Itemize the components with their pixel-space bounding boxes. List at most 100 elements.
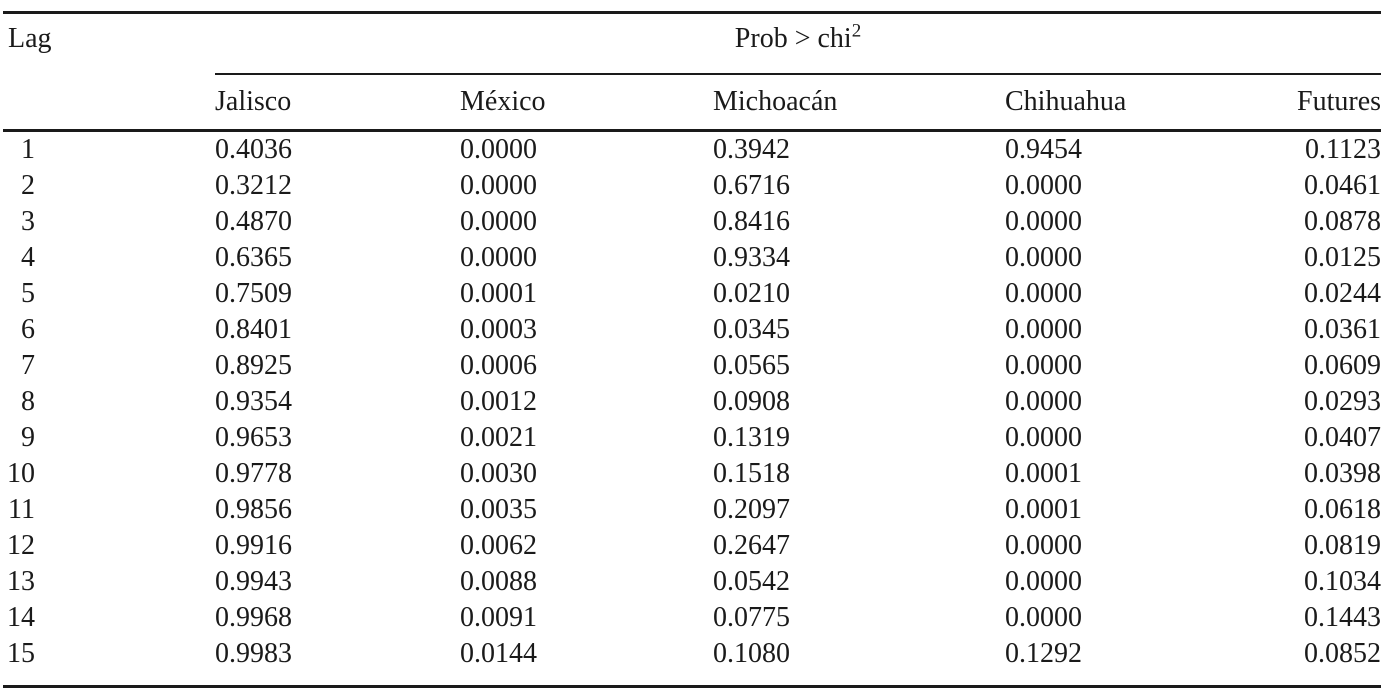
lag-cell: 1 bbox=[21, 134, 35, 165]
value-cell-mexico: 0.0000 bbox=[460, 170, 537, 201]
value-cell-futures: 0.0407 bbox=[1304, 422, 1382, 453]
value-cell-futures: 0.0244 bbox=[1304, 278, 1382, 309]
value-cell-chihuahua: 0.0000 bbox=[1005, 314, 1082, 345]
value-cell-jalisco: 0.9983 bbox=[215, 638, 292, 669]
value-cell-jalisco: 0.9856 bbox=[215, 494, 292, 525]
table-row: 9 0.9653 0.0021 0.1319 0.0000 0.0407 bbox=[3, 420, 1381, 456]
value-cell-chihuahua: 0.0000 bbox=[1005, 566, 1082, 597]
table-row: 14 0.9968 0.0091 0.0775 0.0000 0.1443 bbox=[3, 600, 1381, 636]
value-cell-chihuahua: 0.0000 bbox=[1005, 386, 1082, 417]
value-cell-mexico: 0.0012 bbox=[460, 386, 537, 417]
value-cell-mexico: 0.0001 bbox=[460, 278, 537, 309]
value-cell-jalisco: 0.8925 bbox=[215, 350, 292, 381]
table-row: 7 0.8925 0.0006 0.0565 0.0000 0.0609 bbox=[3, 348, 1381, 384]
value-cell-chihuahua: 0.0000 bbox=[1005, 278, 1082, 309]
table-row: 5 0.7509 0.0001 0.0210 0.0000 0.0244 bbox=[3, 276, 1381, 312]
prob-chi2-label: Prob > chi bbox=[734, 23, 852, 54]
lag-cell: 15 bbox=[7, 638, 35, 669]
table-row: 12 0.9916 0.0062 0.2647 0.0000 0.0819 bbox=[3, 528, 1381, 564]
lag-cell: 13 bbox=[7, 566, 35, 597]
value-cell-mexico: 0.0021 bbox=[460, 422, 537, 453]
value-cell-jalisco: 0.4870 bbox=[215, 206, 292, 237]
table-row: 3 0.4870 0.0000 0.8416 0.0000 0.0878 bbox=[3, 204, 1381, 240]
value-cell-mexico: 0.0091 bbox=[460, 602, 537, 633]
value-cell-mexico: 0.0000 bbox=[460, 134, 537, 165]
column-header-jalisco: Jalisco bbox=[215, 74, 460, 132]
value-cell-michoacan: 0.0565 bbox=[713, 350, 790, 381]
value-cell-mexico: 0.0000 bbox=[460, 242, 537, 273]
lag-column-header: Lag bbox=[3, 12, 215, 132]
column-header-michoacan: Michoacán bbox=[713, 74, 1005, 132]
value-cell-michoacan: 0.1080 bbox=[713, 638, 790, 669]
value-cell-jalisco: 0.8401 bbox=[215, 314, 292, 345]
value-cell-mexico: 0.0144 bbox=[460, 638, 537, 669]
value-cell-michoacan: 0.1319 bbox=[713, 422, 790, 453]
value-cell-jalisco: 0.9354 bbox=[215, 386, 292, 417]
value-cell-chihuahua: 0.0001 bbox=[1005, 458, 1082, 489]
value-cell-futures: 0.0819 bbox=[1304, 530, 1382, 561]
value-cell-chihuahua: 0.0000 bbox=[1005, 422, 1082, 453]
lag-cell: 12 bbox=[7, 530, 35, 561]
value-cell-jalisco: 0.9943 bbox=[215, 566, 292, 597]
lag-cell: 3 bbox=[21, 206, 35, 237]
lag-cell: 11 bbox=[8, 494, 35, 525]
value-cell-michoacan: 0.2647 bbox=[713, 530, 790, 561]
value-cell-chihuahua: 0.0000 bbox=[1005, 602, 1082, 633]
value-cell-mexico: 0.0030 bbox=[460, 458, 537, 489]
lag-cell: 4 bbox=[21, 242, 35, 273]
lag-cell: 14 bbox=[7, 602, 35, 633]
column-header-chihuahua: Chihuahua bbox=[1005, 74, 1297, 132]
lag-cell: 9 bbox=[21, 422, 35, 453]
table-row: 6 0.8401 0.0003 0.0345 0.0000 0.0361 bbox=[3, 312, 1381, 348]
value-cell-futures: 0.0609 bbox=[1304, 350, 1382, 381]
table-body: 1 0.4036 0.0000 0.3942 0.9454 0.1123 2 0… bbox=[3, 131, 1381, 687]
value-cell-chihuahua: 0.0000 bbox=[1005, 530, 1082, 561]
value-cell-jalisco: 0.3212 bbox=[215, 170, 292, 201]
lag-cell: 7 bbox=[21, 350, 35, 381]
value-cell-michoacan: 0.0775 bbox=[713, 602, 790, 633]
column-header-mexico: México bbox=[460, 74, 713, 132]
value-cell-chihuahua: 0.9454 bbox=[1005, 134, 1082, 165]
prob-chi2-span-header: Prob > chi2 bbox=[215, 12, 1382, 75]
value-cell-mexico: 0.0003 bbox=[460, 314, 537, 345]
value-cell-futures: 0.0461 bbox=[1304, 170, 1382, 201]
lag-cell: 8 bbox=[21, 386, 35, 417]
value-cell-michoacan: 0.8416 bbox=[713, 206, 790, 237]
table-row: 15 0.9983 0.0144 0.1080 0.1292 0.0852 bbox=[3, 636, 1381, 687]
value-cell-chihuahua: 0.0000 bbox=[1005, 170, 1082, 201]
value-cell-futures: 0.0618 bbox=[1304, 494, 1382, 525]
header-row-top: Lag Prob > chi2 bbox=[3, 12, 1382, 132]
value-cell-michoacan: 0.0908 bbox=[713, 386, 790, 417]
value-cell-jalisco: 0.4036 bbox=[215, 134, 292, 165]
value-cell-mexico: 0.0062 bbox=[460, 530, 537, 561]
chi2-superscript: 2 bbox=[851, 20, 862, 42]
value-cell-michoacan: 0.0542 bbox=[713, 566, 790, 597]
value-cell-michoacan: 0.3942 bbox=[713, 134, 790, 165]
value-cell-futures: 0.0125 bbox=[1304, 242, 1382, 273]
value-cell-futures: 0.0361 bbox=[1304, 314, 1382, 345]
value-cell-chihuahua: 0.0001 bbox=[1005, 494, 1082, 525]
value-cell-michoacan: 0.0210 bbox=[713, 278, 790, 309]
value-cell-futures: 0.0878 bbox=[1304, 206, 1382, 237]
value-cell-jalisco: 0.9916 bbox=[215, 530, 292, 561]
value-cell-futures: 0.1443 bbox=[1304, 602, 1382, 633]
value-cell-jalisco: 0.9968 bbox=[215, 602, 292, 633]
value-cell-jalisco: 0.9778 bbox=[215, 458, 292, 489]
table-row: 10 0.9778 0.0030 0.1518 0.0001 0.0398 bbox=[3, 456, 1381, 492]
column-header-futures: Futures bbox=[1297, 74, 1382, 132]
table-row: 4 0.6365 0.0000 0.9334 0.0000 0.0125 bbox=[3, 240, 1381, 276]
value-cell-jalisco: 0.9653 bbox=[215, 422, 292, 453]
value-cell-michoacan: 0.6716 bbox=[713, 170, 790, 201]
table-row: 11 0.9856 0.0035 0.2097 0.0001 0.0618 bbox=[3, 492, 1381, 528]
lag-cell: 5 bbox=[21, 278, 35, 309]
value-cell-chihuahua: 0.0000 bbox=[1005, 206, 1082, 237]
value-cell-michoacan: 0.9334 bbox=[713, 242, 790, 273]
value-cell-mexico: 0.0035 bbox=[460, 494, 537, 525]
lag-cell: 10 bbox=[7, 458, 35, 489]
table-row: 2 0.3212 0.0000 0.6716 0.0000 0.0461 bbox=[3, 168, 1381, 204]
lag-probability-table: Lag Prob > chi2 Jalisco México Michoacán… bbox=[3, 11, 1382, 688]
value-cell-jalisco: 0.7509 bbox=[215, 278, 292, 309]
value-cell-mexico: 0.0088 bbox=[460, 566, 537, 597]
lag-cell: 6 bbox=[21, 314, 35, 345]
